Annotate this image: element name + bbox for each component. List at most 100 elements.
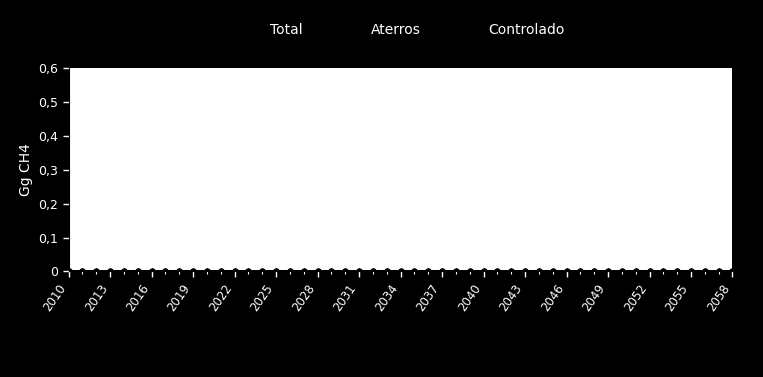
Aterros <box>299 269 308 274</box>
Controlado <box>244 269 253 274</box>
Controlado <box>396 269 405 274</box>
Total <box>340 269 349 274</box>
Aterros <box>258 269 267 274</box>
Controlado <box>437 269 446 274</box>
Total <box>382 269 391 274</box>
Aterros <box>700 269 710 274</box>
Aterros <box>382 269 391 274</box>
Aterros <box>202 269 211 274</box>
Controlado <box>230 269 239 274</box>
Controlado <box>216 269 225 274</box>
Aterros <box>175 269 184 274</box>
Total <box>604 269 613 274</box>
Aterros <box>92 269 101 274</box>
Line: Aterros: Aterros <box>66 269 735 274</box>
Total <box>617 269 626 274</box>
Aterros <box>285 269 295 274</box>
Controlado <box>548 269 557 274</box>
Aterros <box>369 269 378 274</box>
Controlado <box>617 269 626 274</box>
Controlado <box>340 269 349 274</box>
Total <box>507 269 516 274</box>
Aterros <box>590 269 599 274</box>
Aterros <box>465 269 475 274</box>
Aterros <box>714 269 723 274</box>
Aterros <box>119 269 128 274</box>
Controlado <box>465 269 475 274</box>
Controlado <box>369 269 378 274</box>
Aterros <box>631 269 640 274</box>
Aterros <box>188 269 198 274</box>
Controlado <box>285 269 295 274</box>
Total <box>645 269 654 274</box>
Controlado <box>507 269 516 274</box>
Aterros <box>604 269 613 274</box>
Controlado <box>188 269 198 274</box>
Aterros <box>672 269 681 274</box>
Total <box>520 269 530 274</box>
Total <box>576 269 585 274</box>
Total <box>355 269 364 274</box>
Total <box>202 269 211 274</box>
Total <box>728 269 737 274</box>
Controlado <box>672 269 681 274</box>
Controlado <box>410 269 419 274</box>
Controlado <box>658 269 668 274</box>
Aterros <box>728 269 737 274</box>
Total <box>78 269 87 274</box>
Controlado <box>161 269 170 274</box>
Aterros <box>161 269 170 274</box>
Total <box>396 269 405 274</box>
Aterros <box>534 269 543 274</box>
Controlado <box>327 269 336 274</box>
Total <box>714 269 723 274</box>
Total <box>465 269 475 274</box>
Controlado <box>714 269 723 274</box>
Total <box>493 269 502 274</box>
Aterros <box>272 269 281 274</box>
Controlado <box>202 269 211 274</box>
Controlado <box>562 269 571 274</box>
Aterros <box>105 269 114 274</box>
Controlado <box>687 269 696 274</box>
Aterros <box>576 269 585 274</box>
Aterros <box>493 269 502 274</box>
Aterros <box>687 269 696 274</box>
Controlado <box>631 269 640 274</box>
Controlado <box>479 269 488 274</box>
Total <box>216 269 225 274</box>
Total <box>175 269 184 274</box>
Total <box>548 269 557 274</box>
Total <box>700 269 710 274</box>
Aterros <box>216 269 225 274</box>
Controlado <box>590 269 599 274</box>
Legend: Total, Aterros, Controlado: Total, Aterros, Controlado <box>231 18 570 43</box>
Total <box>134 269 143 274</box>
Aterros <box>396 269 405 274</box>
Controlado <box>534 269 543 274</box>
Aterros <box>340 269 349 274</box>
Total <box>258 269 267 274</box>
Total <box>64 269 73 274</box>
Aterros <box>520 269 530 274</box>
Line: Controlado: Controlado <box>66 269 735 274</box>
Aterros <box>645 269 654 274</box>
Controlado <box>382 269 391 274</box>
Total <box>562 269 571 274</box>
Controlado <box>700 269 710 274</box>
Controlado <box>134 269 143 274</box>
Y-axis label: Gg CH4: Gg CH4 <box>19 143 33 196</box>
Controlado <box>423 269 433 274</box>
Controlado <box>520 269 530 274</box>
Total <box>658 269 668 274</box>
Total <box>687 269 696 274</box>
Controlado <box>604 269 613 274</box>
Aterros <box>230 269 239 274</box>
Controlado <box>175 269 184 274</box>
Total <box>479 269 488 274</box>
Aterros <box>327 269 336 274</box>
Aterros <box>147 269 156 274</box>
Controlado <box>105 269 114 274</box>
Total <box>410 269 419 274</box>
Controlado <box>576 269 585 274</box>
